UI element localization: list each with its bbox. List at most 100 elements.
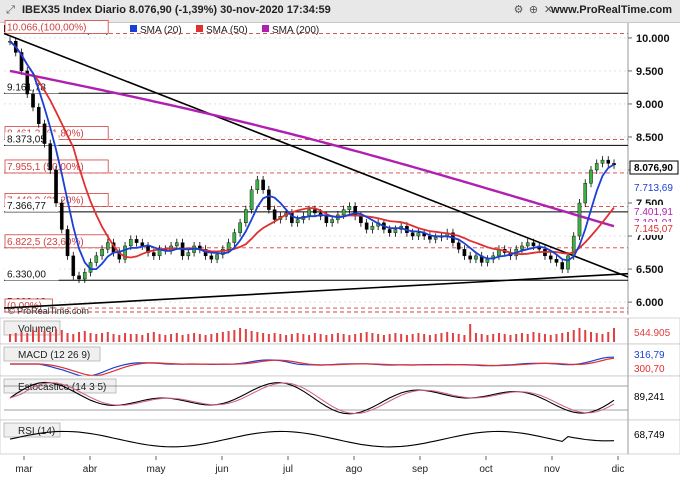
stochastic-title: Estocástico (14 3 5) xyxy=(18,382,106,393)
volume-bar xyxy=(95,334,98,342)
expand-icon[interactable]: ⤢ xyxy=(6,4,15,16)
last-value-label: 7.145,07 xyxy=(634,224,673,235)
x-tick-label: oct xyxy=(479,464,493,475)
price-tick-label: 9.500 xyxy=(636,66,664,78)
volume-bar xyxy=(181,335,184,342)
price-level-label: 6.330,00 xyxy=(7,269,46,280)
volume-bar xyxy=(43,331,46,342)
price-tick-label: 6.500 xyxy=(636,264,664,276)
volume-bar xyxy=(440,333,443,342)
candle-body xyxy=(531,242,536,247)
volume-bar xyxy=(83,331,86,342)
candle-body xyxy=(100,249,104,257)
title-bar: ⤢ IBEX35 Index Diario 8.076,90 (-1,39%) … xyxy=(0,0,680,23)
candle-body xyxy=(416,232,421,237)
candle-body xyxy=(226,242,231,250)
candle-body xyxy=(295,219,300,224)
volume-bar xyxy=(250,331,253,342)
volume-bar xyxy=(572,330,575,342)
volume-bar xyxy=(538,333,541,342)
candle-body xyxy=(462,249,467,257)
candle-body xyxy=(261,179,265,191)
zoom-icon[interactable]: ⊕ xyxy=(528,4,539,16)
candle-body xyxy=(77,275,81,280)
volume-bar xyxy=(595,333,598,342)
legend-swatch xyxy=(196,25,203,32)
candle-body xyxy=(341,209,346,216)
settings-icon[interactable]: ⚙ xyxy=(513,4,524,16)
trend-line-up xyxy=(3,272,629,309)
volume-bar xyxy=(55,329,58,342)
volume-bar xyxy=(124,333,127,342)
volume-bar xyxy=(382,335,385,342)
price-level-box xyxy=(4,20,109,34)
volume-bar xyxy=(89,333,92,342)
volume-bar xyxy=(520,333,523,342)
volume-bar xyxy=(262,333,265,342)
volume-bar xyxy=(342,334,345,342)
close-icon[interactable]: ✕ xyxy=(543,4,554,16)
volume-bar xyxy=(198,334,201,342)
volume-bar xyxy=(388,334,391,342)
volume-bar xyxy=(210,334,213,342)
candle-body xyxy=(525,242,530,247)
price-panel: PrecioSMA (200)SMA (20)SMA (50)SMA (200)… xyxy=(0,20,680,316)
candle-body xyxy=(134,239,139,243)
price-level-label: 6.822,5 (23,60%) xyxy=(7,237,84,248)
volume-bar xyxy=(348,335,351,342)
volume-bar xyxy=(302,334,305,342)
volume-bar xyxy=(141,335,144,342)
volume-bar xyxy=(486,335,489,342)
volume-bar xyxy=(290,334,293,342)
volume-bar xyxy=(118,335,121,342)
volume-bar xyxy=(78,332,81,342)
rsi-title-box xyxy=(3,422,61,438)
price-level-label: 7.366,77 xyxy=(7,201,46,212)
watermark: © ProRealTime.com xyxy=(8,306,89,316)
volume-bar xyxy=(319,334,322,342)
volume-bar xyxy=(164,335,167,342)
x-tick-label: abr xyxy=(83,464,98,475)
volume-bar xyxy=(147,333,150,342)
candle-body xyxy=(272,209,277,220)
price-level-box xyxy=(4,234,109,249)
volume-bar xyxy=(101,333,104,342)
rsi-title: RSI (14) xyxy=(18,426,55,437)
volume-bar xyxy=(417,333,420,342)
candle-body xyxy=(36,107,41,124)
x-tick-label: dic xyxy=(612,464,625,475)
volume-bar xyxy=(325,335,328,342)
candle-body xyxy=(520,245,524,250)
candle-body xyxy=(600,159,605,164)
candle-body xyxy=(209,255,214,260)
volume-bar xyxy=(129,334,132,342)
candle-body xyxy=(330,219,334,224)
candle-body xyxy=(313,209,317,214)
volume-panel: Volumen 544.905 xyxy=(0,317,680,345)
x-tick-label: jun xyxy=(214,464,228,475)
volume-bar xyxy=(336,333,339,342)
volume-bar xyxy=(400,334,403,342)
candle-body xyxy=(267,189,271,210)
x-tick-label: may xyxy=(147,464,166,475)
volume-bar xyxy=(204,335,207,342)
candle-body xyxy=(128,239,133,247)
rsi-panel: RSI (14) 68,749 xyxy=(0,419,680,455)
volume-bar xyxy=(112,334,115,342)
chart-title: IBEX35 Index Diario 8.076,90 (-1,39%) 30… xyxy=(22,4,331,16)
candle-body xyxy=(232,232,237,243)
volume-bar xyxy=(308,335,311,342)
candle-body xyxy=(48,143,53,171)
volume-bar xyxy=(578,328,581,342)
last-value-label: 7.713,69 xyxy=(634,183,673,194)
volume-bar xyxy=(313,333,316,342)
candle-body xyxy=(244,209,248,224)
volume-bar xyxy=(175,333,178,342)
last-value-box xyxy=(629,160,679,175)
candle-body xyxy=(31,93,35,108)
candle-body xyxy=(186,252,191,257)
volume-bar xyxy=(474,333,477,342)
candle-body xyxy=(474,255,478,260)
volume-title: Volumen xyxy=(18,324,57,335)
sma200-line xyxy=(9,69,615,228)
